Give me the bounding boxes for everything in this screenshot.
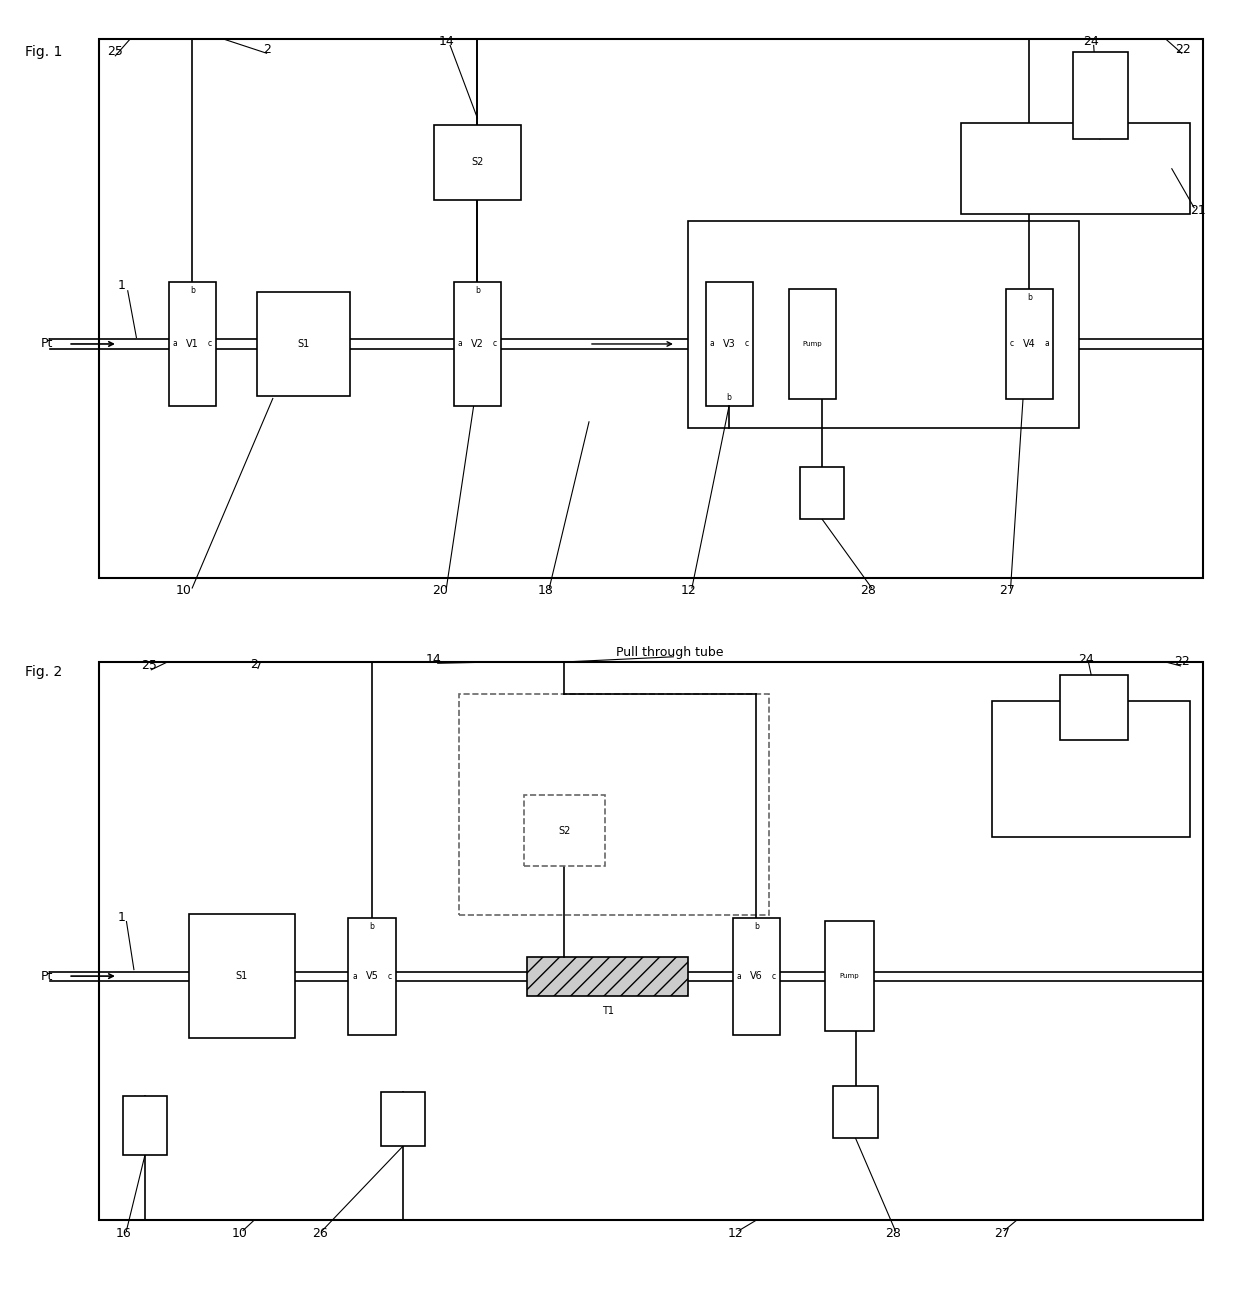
Text: Pt: Pt — [41, 337, 53, 350]
Text: 10: 10 — [232, 1227, 247, 1240]
Text: Pump: Pump — [839, 974, 859, 979]
Text: Pull through tube: Pull through tube — [616, 646, 723, 659]
Text: S1: S1 — [236, 971, 248, 981]
Text: V3: V3 — [723, 339, 735, 349]
Text: 2: 2 — [263, 43, 270, 56]
Bar — [523, 794, 605, 867]
Text: 24: 24 — [1079, 653, 1094, 666]
Text: b: b — [475, 287, 480, 295]
Text: 26: 26 — [312, 1227, 327, 1240]
Bar — [1073, 52, 1128, 139]
Bar — [454, 283, 501, 405]
Bar — [188, 914, 295, 1038]
Text: a: a — [737, 972, 742, 980]
Bar — [733, 918, 780, 1035]
Bar — [381, 1092, 425, 1146]
Text: b: b — [1027, 293, 1032, 301]
Bar — [99, 662, 1203, 1220]
Text: a: a — [172, 340, 177, 348]
Bar — [706, 283, 753, 405]
Text: V4: V4 — [1023, 339, 1035, 349]
Bar — [1060, 675, 1128, 740]
Text: 24: 24 — [1084, 35, 1099, 48]
Text: c: c — [773, 972, 776, 980]
Text: c: c — [388, 972, 392, 980]
Text: 14: 14 — [427, 653, 441, 666]
Bar — [123, 1096, 167, 1155]
Text: 1: 1 — [118, 279, 125, 292]
Text: 2: 2 — [250, 658, 258, 671]
Text: 27: 27 — [999, 584, 1014, 597]
Text: a: a — [1044, 340, 1049, 348]
Bar — [434, 125, 521, 200]
Bar — [348, 918, 396, 1035]
Bar — [961, 123, 1190, 214]
Text: 16: 16 — [117, 1227, 131, 1240]
Text: S2: S2 — [471, 157, 484, 167]
Text: S2: S2 — [558, 826, 570, 836]
Text: 18: 18 — [538, 584, 553, 597]
Bar — [825, 922, 874, 1031]
Bar — [992, 701, 1190, 837]
Text: Fig. 2: Fig. 2 — [25, 666, 62, 679]
Text: c: c — [208, 340, 212, 348]
Text: V6: V6 — [750, 971, 763, 981]
Text: V2: V2 — [471, 339, 484, 349]
Text: 20: 20 — [433, 584, 448, 597]
Bar — [800, 467, 844, 519]
Text: 22: 22 — [1174, 655, 1189, 668]
Text: 28: 28 — [861, 584, 875, 597]
Text: b: b — [754, 922, 759, 931]
Bar — [169, 283, 216, 405]
Bar — [789, 289, 836, 400]
Text: 10: 10 — [176, 584, 191, 597]
Text: 12: 12 — [681, 584, 696, 597]
Text: c: c — [494, 340, 497, 348]
Bar — [688, 221, 1079, 428]
Bar — [527, 957, 688, 996]
Text: Pump: Pump — [802, 341, 822, 347]
Text: 12: 12 — [728, 1227, 743, 1240]
Text: 22: 22 — [1176, 43, 1190, 56]
Text: 25: 25 — [141, 659, 156, 672]
Text: 1: 1 — [118, 911, 125, 924]
Text: b: b — [370, 922, 374, 931]
Text: a: a — [709, 340, 714, 348]
Text: 25: 25 — [108, 45, 123, 58]
Text: 14: 14 — [439, 35, 454, 48]
Text: 28: 28 — [885, 1227, 900, 1240]
Text: c: c — [1009, 340, 1013, 348]
Text: V5: V5 — [366, 971, 378, 981]
Text: b: b — [190, 287, 195, 295]
Text: 21: 21 — [1190, 204, 1205, 217]
Text: Pt: Pt — [41, 970, 53, 983]
Text: b: b — [727, 393, 732, 402]
Text: a: a — [352, 972, 357, 980]
Bar — [99, 39, 1203, 578]
Bar — [258, 292, 351, 396]
Text: 27: 27 — [994, 1227, 1009, 1240]
Text: V1: V1 — [186, 339, 198, 349]
Bar — [1006, 289, 1053, 400]
Text: T1: T1 — [601, 1006, 614, 1016]
Text: S1: S1 — [298, 339, 310, 349]
Text: c: c — [745, 340, 749, 348]
Text: Fig. 1: Fig. 1 — [25, 45, 62, 58]
Bar — [459, 694, 769, 915]
Text: a: a — [458, 340, 463, 348]
Bar — [833, 1086, 878, 1138]
